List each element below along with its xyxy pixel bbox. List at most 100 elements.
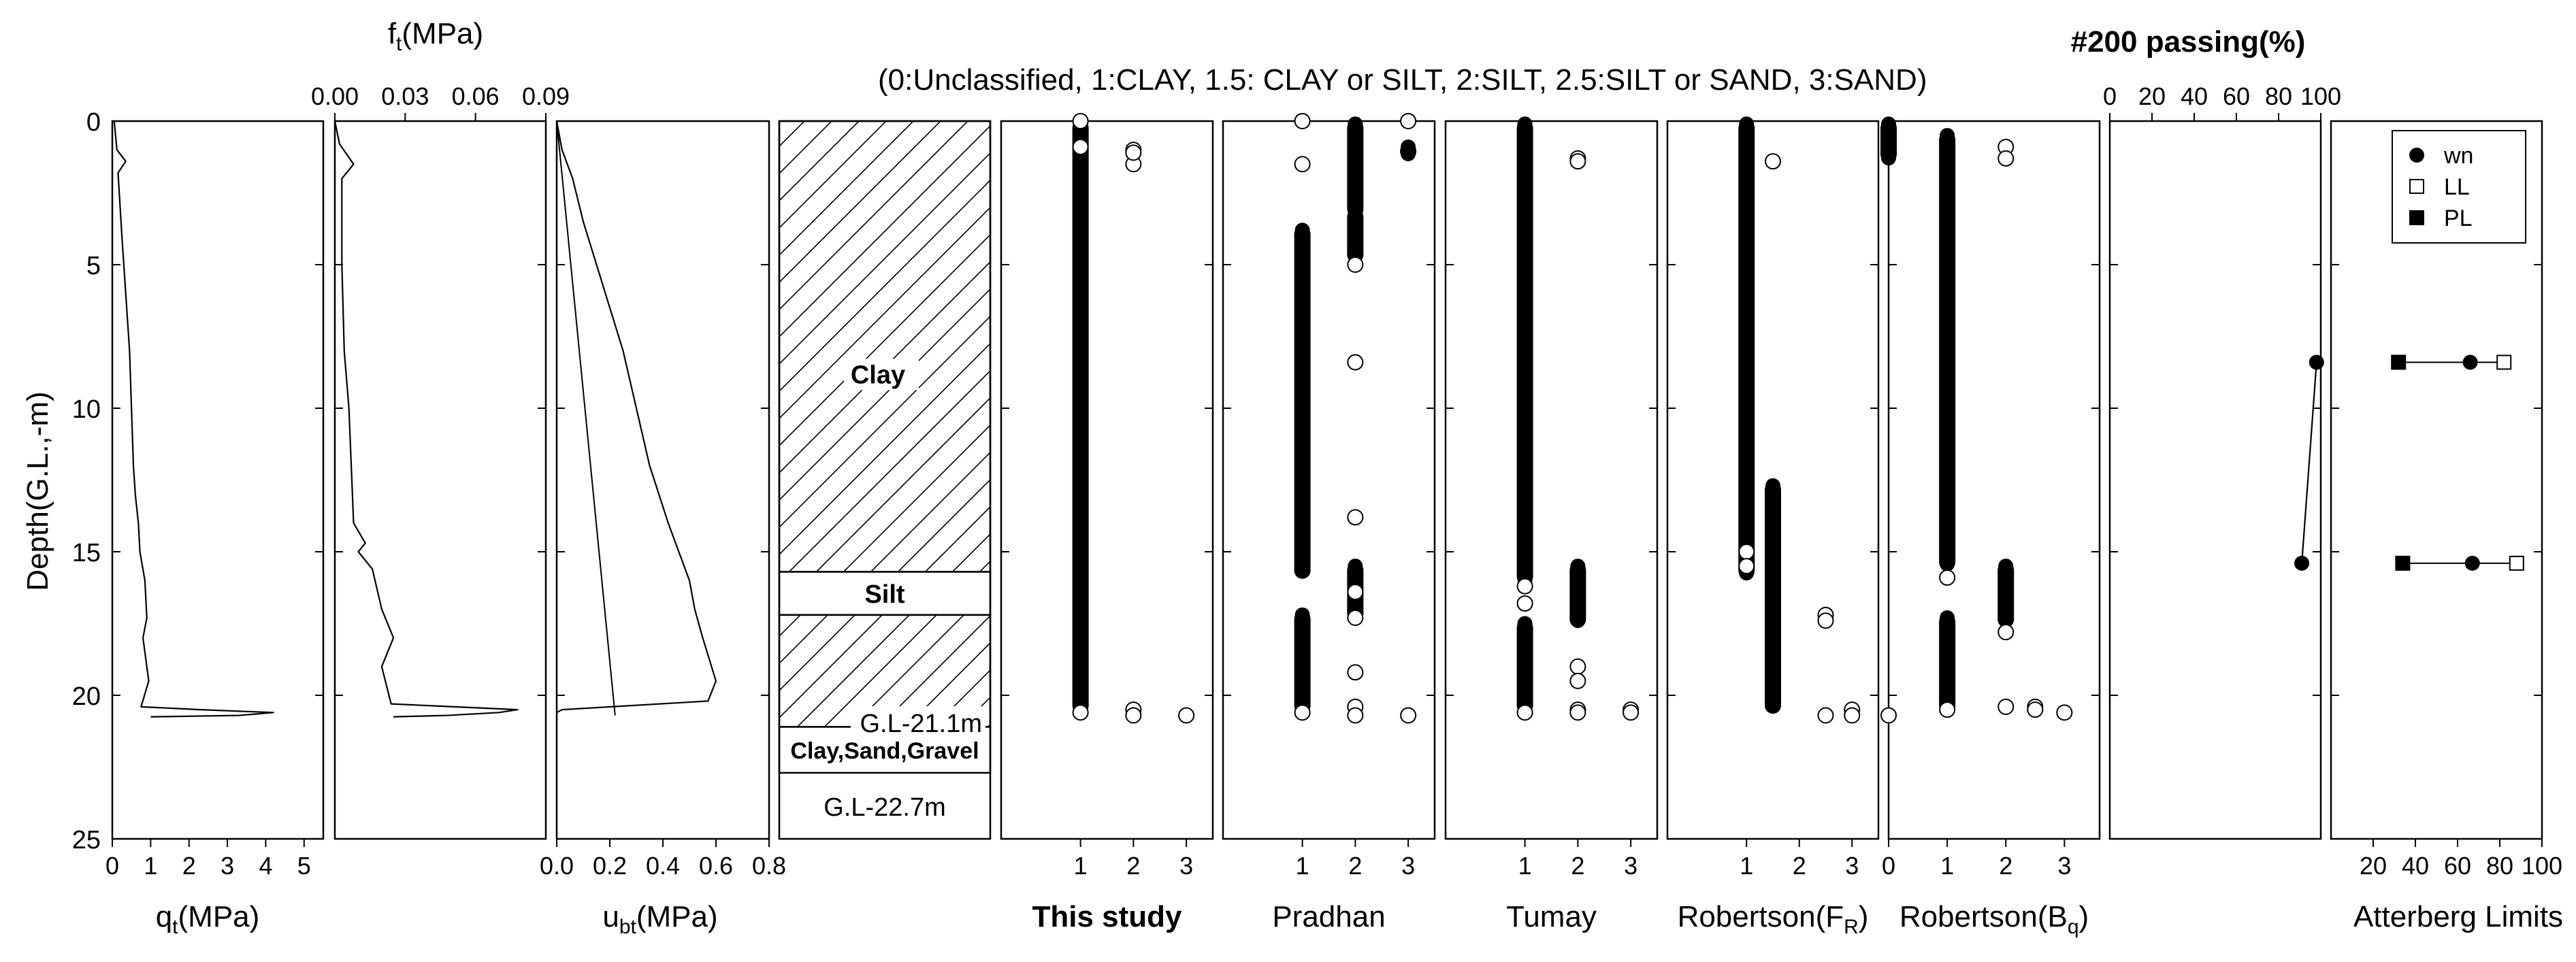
- robertson_bq-open-point: [2056, 704, 2073, 721]
- tumay-panel-frame: [1444, 120, 1659, 840]
- robertson_bq-open-point: [1939, 701, 1956, 718]
- method-labels: This study Pradhan Tumay Robertson(FR) Rober…: [1032, 900, 2089, 938]
- legend-wn-label: wn: [2443, 143, 2473, 169]
- stratum-label: Clay,Sand,Gravel: [790, 738, 979, 764]
- qt-xtick-label: 3: [221, 852, 234, 880]
- this_study-open-point: [1125, 144, 1142, 161]
- this_study-open-point: [1072, 138, 1089, 155]
- atterberg-axis-label: Atterberg Limits: [2353, 900, 2563, 933]
- ft-xtick-label: 0.06: [452, 82, 500, 110]
- passing-xtick-label: 100: [2300, 82, 2341, 110]
- robertson_bq-solid-point: [1881, 150, 1896, 166]
- pradhan-open-point: [1347, 256, 1364, 273]
- pradhan-solid-point: [1401, 146, 1416, 161]
- robertson_bq-open-point: [1939, 569, 1956, 586]
- robertson_bq-label-sub: q: [2068, 916, 2079, 938]
- robertson_fr-open-point: [1738, 544, 1755, 560]
- ubt-axis-label: ubt(MPa): [602, 900, 717, 938]
- pradhan-label-main: Pradhan: [1272, 900, 1385, 933]
- robertson_fr-open-point: [1817, 707, 1834, 724]
- this_study-xtick-label: 2: [1126, 852, 1140, 880]
- atterberg-xtick-label: 60: [2444, 852, 2471, 880]
- ft-panel-frame: [333, 120, 547, 840]
- atterberg-xtick-label: 20: [2360, 852, 2387, 880]
- pradhan-open-point: [1347, 664, 1364, 681]
- pradhan-solid-point: [1294, 563, 1310, 578]
- ubt-xtick-label: 0.6: [699, 852, 733, 880]
- tumay-xtick-label: 2: [1571, 852, 1584, 880]
- robertson_bq-open-point: [1880, 707, 1897, 724]
- qt-axis-label: qt(MPa): [156, 900, 260, 938]
- atterberg-pl-point: [2395, 555, 2411, 571]
- robertson_bq-label-suffix: ): [2079, 900, 2089, 933]
- ubt-panel-frame: [555, 120, 770, 840]
- robertson_bq-open-point: [1998, 698, 2015, 715]
- panels: 0 1 2 3 4 50.00 0.03 0.06 0.090.0 0.2 0.4 0.6 0.8Cla…: [105, 82, 2562, 880]
- tumay-open-point: [1569, 153, 1586, 170]
- ubt-label-sub: bt: [619, 916, 637, 938]
- robertson_fr-label-sub: R: [1844, 916, 1859, 938]
- pradhan-axis-label: Pradhan: [1272, 900, 1385, 933]
- robertson_bq-open-point: [1998, 150, 2015, 167]
- y-tick-labels: 0 5 10 15 20 25: [72, 108, 101, 855]
- robertson_bq-open-point: [2027, 701, 2044, 718]
- ubt-label-main: u: [602, 900, 619, 933]
- y-tick-label: 15: [72, 539, 101, 567]
- y-axis-label: Depth(G.L.,-m): [21, 391, 54, 591]
- ubt-xtick-label: 0.0: [540, 852, 574, 880]
- passing-line: [2301, 362, 2317, 563]
- this_study-open-point: [1072, 113, 1089, 129]
- passing-title: #200 passing(%): [2071, 25, 2306, 59]
- atterberg-wn-point: [2462, 354, 2478, 370]
- qt-xtick-label: 2: [182, 852, 196, 880]
- atterberg-pl-point: [2391, 354, 2407, 370]
- ft-label-main: f: [388, 17, 397, 50]
- tumay-open-point: [1569, 704, 1586, 721]
- passing-xtick-label: 60: [2223, 82, 2250, 110]
- robertson_fr-open-point: [1844, 707, 1861, 724]
- robertson_fr-open-point: [1765, 153, 1781, 170]
- qt-panel-frame: [111, 120, 325, 840]
- atterberg-xtick-label: 40: [2402, 852, 2429, 880]
- robertson_bq-label-main: Robertson(B: [1900, 900, 2068, 933]
- this_study-label-main: This study: [1032, 900, 1182, 933]
- classification-legend: (0:Unclassified, 1:CLAY, 1.5: CLAY or SI…: [878, 63, 1927, 97]
- ubt-xtick-label: 0.8: [752, 852, 786, 880]
- tumay-xtick-label: 3: [1624, 852, 1637, 880]
- this_study-open-point: [1125, 707, 1142, 724]
- pradhan-open-point: [1400, 707, 1417, 724]
- this_study-open-point: [1072, 704, 1089, 721]
- tumay-solid-point: [1570, 613, 1586, 629]
- atterberg-ll-point: [2509, 555, 2524, 571]
- this_study-axis-label: This study: [1032, 900, 1182, 933]
- qt-xtick-label: 5: [297, 852, 311, 880]
- atterberg-xtick-label: 100: [2522, 852, 2562, 880]
- tumay-open-point: [1516, 595, 1533, 612]
- passing-xtick-label: 40: [2181, 82, 2208, 110]
- legend-ll-label: LL: [2444, 174, 2470, 200]
- passing-xtick-label: 0: [2103, 82, 2117, 110]
- this_study-open-point: [1178, 707, 1195, 724]
- tumay-axis-label: Tumay: [1506, 900, 1597, 933]
- pradhan-open-point: [1347, 707, 1364, 724]
- atterberg-wn-point: [2464, 555, 2480, 571]
- ft-label-sub: t: [396, 33, 402, 55]
- stratum-layer: [778, 120, 992, 573]
- this_study-xtick-label: 3: [1179, 852, 1193, 880]
- tumay-label-main: Tumay: [1506, 900, 1597, 933]
- atterberg-xtick-label: 80: [2486, 852, 2513, 880]
- gl-label-1: G.L-21.1m: [860, 710, 982, 738]
- legend-pl-label: PL: [2444, 205, 2473, 231]
- svg-text:qt(MPa): qt(MPa): [156, 900, 260, 938]
- robertson_bq-open-point: [1998, 624, 2015, 641]
- ubt-line: [555, 120, 717, 714]
- atterberg-ll-point: [2496, 354, 2512, 370]
- pradhan-open-point: [1400, 113, 1417, 129]
- robertson_bq-axis-label: Robertson(Bq): [1900, 900, 2089, 938]
- pradhan-open-point: [1294, 113, 1311, 129]
- y-tick-label: 10: [72, 395, 101, 424]
- ubt-xtick-label: 0.2: [593, 852, 627, 880]
- robertson_fr-panel-frame: [1666, 120, 1880, 840]
- legend-wn-marker: [2409, 148, 2424, 163]
